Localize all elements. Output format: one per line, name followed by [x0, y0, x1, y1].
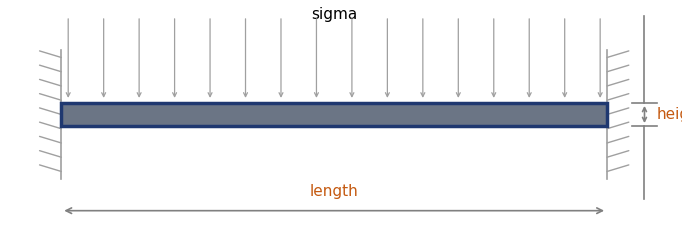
Text: length: length: [310, 184, 359, 199]
Bar: [61, 103, 607, 126]
Text: height: height: [657, 107, 682, 122]
Text: sigma: sigma: [311, 7, 357, 22]
